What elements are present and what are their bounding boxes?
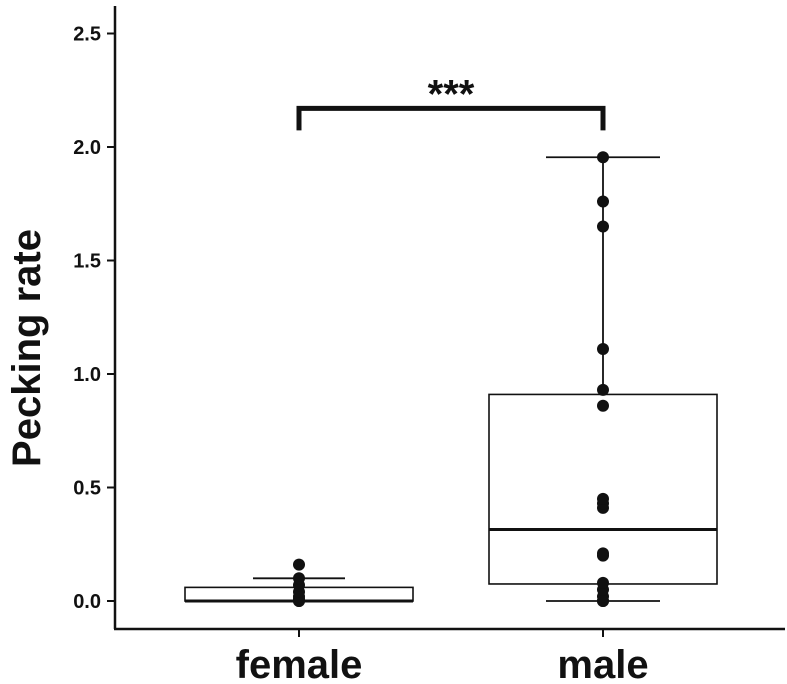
y-tick-label: 0.0 [73, 591, 101, 613]
significance-label: *** [428, 72, 475, 116]
axes [113, 6, 785, 631]
box-plots [184, 156, 718, 603]
data-point [597, 492, 609, 505]
data-point [597, 547, 609, 560]
y-tick-label: 1.5 [73, 251, 101, 273]
y-tick-label: 2.0 [73, 137, 101, 159]
data-point [597, 220, 609, 233]
data-point [597, 151, 609, 164]
x-ticks: female male [236, 629, 649, 684]
data-point [597, 343, 609, 356]
data-point [597, 195, 609, 208]
y-ticks: 0.0 0.5 1.0 1.5 2.0 2.5 [73, 24, 115, 613]
y-tick-label: 1.0 [73, 364, 101, 386]
y-tick-label: 0.5 [73, 478, 101, 500]
x-tick-label: female [236, 643, 363, 684]
y-tick-label: 2.5 [73, 24, 101, 46]
data-point [293, 558, 305, 571]
data-point [597, 383, 609, 396]
y-axis-title: Pecking rate [5, 229, 49, 467]
data-point [293, 572, 305, 585]
data-point [597, 399, 609, 412]
data-points [293, 151, 609, 607]
x-tick-label: male [557, 643, 648, 684]
data-point [597, 576, 609, 589]
significance-bracket-line [296, 105, 606, 131]
significance-bracket: *** [296, 72, 606, 131]
